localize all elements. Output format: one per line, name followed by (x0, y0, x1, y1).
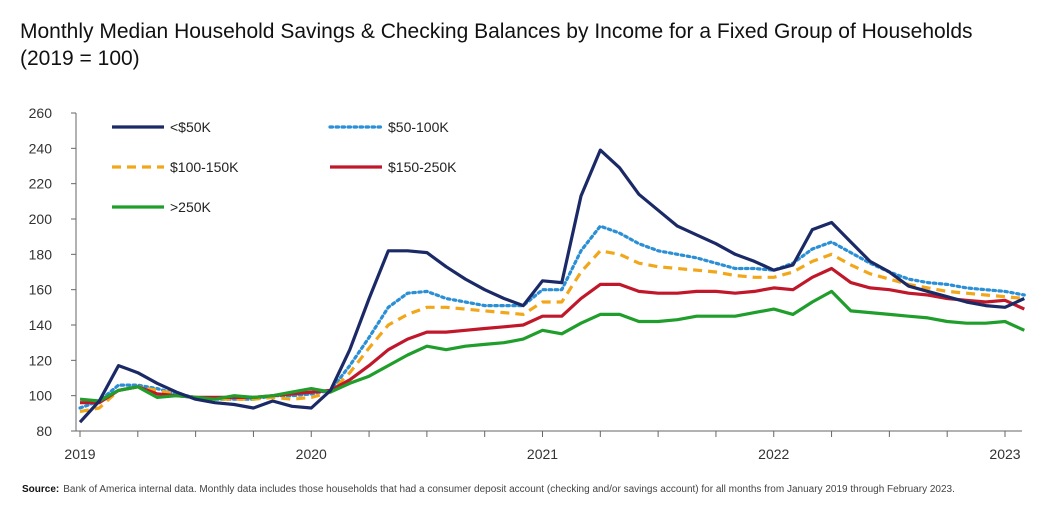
legend-label: $100-150K (170, 159, 239, 175)
x-tick-label: 2020 (296, 446, 327, 462)
legend-label: $150-250K (388, 159, 457, 175)
legend-label: <$50K (170, 119, 212, 135)
y-tick-label: 180 (29, 246, 53, 262)
legend-item: >250K (112, 199, 212, 215)
x-tick-label: 2022 (758, 446, 789, 462)
y-tick-label: 100 (29, 388, 53, 404)
legend-item: $100-150K (112, 159, 239, 175)
y-tick-label: 200 (29, 211, 53, 227)
legend-item: $150-250K (330, 159, 457, 175)
series-line (78, 148, 1025, 424)
series-layer (78, 148, 1026, 424)
legend-label: >250K (170, 199, 212, 215)
legend: <$50K $50-100K $100-150K $150-250K >250K (112, 119, 457, 215)
y-tick-label: 80 (36, 423, 52, 439)
series-line (79, 289, 1025, 403)
legend-item: $50-100K (328, 119, 449, 135)
line-chart: 80 100 120 140 160 180 200 220 240 260 2019 2020 202… (29, 105, 1026, 462)
y-tick-label: 120 (29, 352, 53, 368)
y-tick-label: 140 (29, 317, 53, 333)
source-label: Source: (22, 484, 60, 495)
y-tick-label: 260 (29, 105, 53, 121)
y-tick-label: 160 (29, 282, 53, 298)
source-text: Bank of America internal data. Monthly d… (63, 484, 955, 495)
series-line (79, 249, 1025, 414)
x-tick-label: 2021 (527, 446, 558, 462)
y-tick-label: 220 (29, 176, 53, 192)
source-note: Source: Bank of America internal data. Mo… (22, 483, 1022, 497)
x-tick-label: 2023 (989, 446, 1020, 462)
x-tick-label: 2019 (64, 446, 95, 462)
legend-item: <$50K (112, 119, 212, 135)
legend-label: $50-100K (388, 119, 449, 135)
axis-layer: 80 100 120 140 160 180 200 220 240 260 2019 2020 202… (29, 105, 1022, 462)
y-tick-label: 240 (29, 140, 53, 156)
chart-title: Monthly Median Household Savings & Check… (20, 20, 973, 70)
